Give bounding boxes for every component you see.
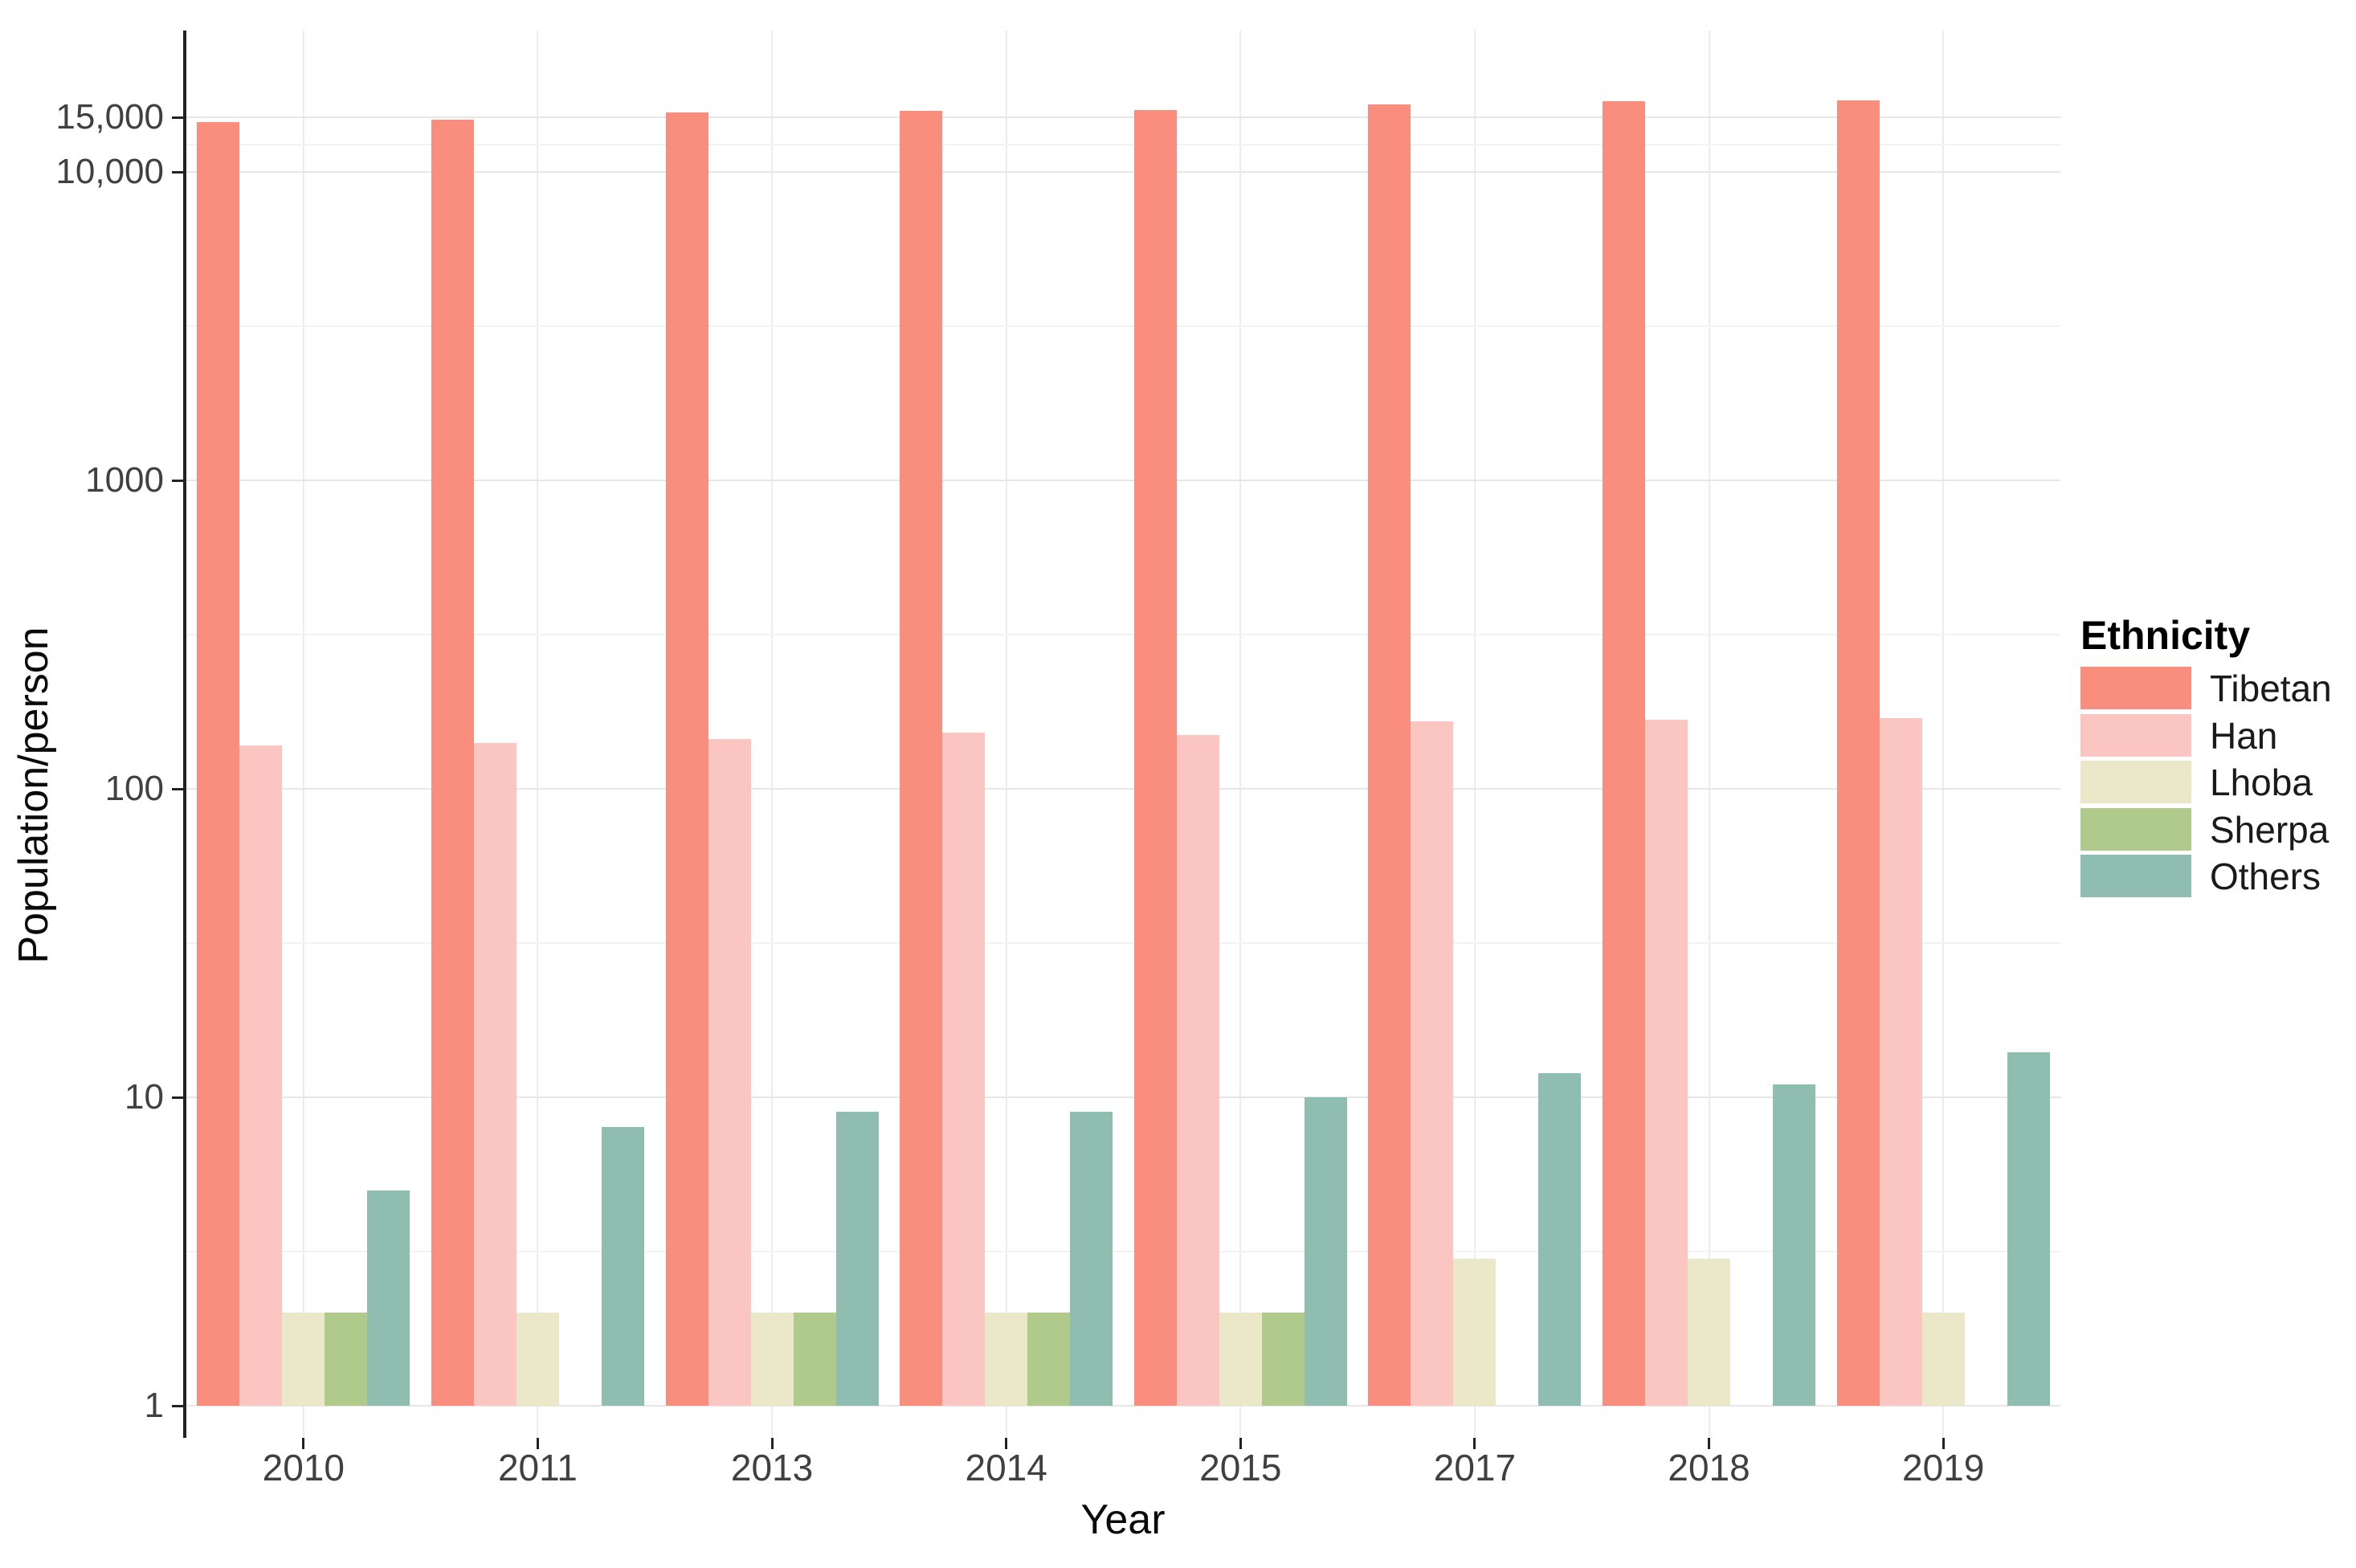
y-axis-title: Population/person [10, 627, 57, 964]
x-tick-label-2013: 2013 [730, 1447, 814, 1488]
y-axis-line [183, 31, 186, 1438]
y-tick-label-15000: 15,000 [55, 97, 164, 137]
bar-lhoba-2014 [985, 1313, 1028, 1406]
bar-tibetan-2011 [431, 119, 474, 1406]
bar-tibetan-2013 [665, 112, 708, 1406]
bar-han-2010 [239, 745, 283, 1406]
x-tick-mark-2010 [302, 1438, 305, 1449]
y-tick-label-1000: 1000 [85, 460, 164, 500]
v-gridline-2013 [771, 31, 774, 1438]
y-minor-gridline-3162 [186, 325, 2060, 327]
bar-tibetan-2018 [1603, 101, 1646, 1406]
y-tick-label-100: 100 [104, 769, 164, 808]
x-axis-title: Year [1080, 1497, 1166, 1543]
bar-lhoba-2019 [1921, 1313, 1965, 1406]
bar-others-2018 [1773, 1084, 1816, 1406]
bar-others-2017 [1538, 1072, 1582, 1406]
legend-swatch-lhoba [2080, 761, 2191, 804]
y-major-gridline-1 [186, 1405, 2060, 1407]
bar-han-2013 [708, 739, 751, 1406]
legend-title: Ethnicity [2080, 613, 2251, 658]
legend-label-han: Han [2210, 714, 2278, 757]
bar-others-2010 [367, 1190, 410, 1406]
bar-others-2013 [835, 1111, 879, 1406]
bar-han-2011 [473, 742, 517, 1406]
bar-others-2014 [1070, 1111, 1113, 1406]
bar-sherpa-2014 [1027, 1313, 1071, 1406]
y-minor-gridline-32 [186, 942, 2060, 944]
bar-lhoba-2010 [282, 1313, 325, 1406]
y-major-gridline-10 [186, 1096, 2060, 1098]
bar-han-2014 [942, 733, 986, 1406]
v-gridline-2017 [1473, 31, 1476, 1438]
bar-han-2017 [1411, 721, 1454, 1406]
x-tick-label-2014: 2014 [965, 1447, 1047, 1488]
legend-label-lhoba: Lhoba [2210, 762, 2313, 804]
bar-sherpa-2015 [1261, 1313, 1305, 1406]
y-major-gridline-1000 [186, 480, 2060, 481]
x-tick-mark-2019 [1942, 1438, 1945, 1449]
bar-tibetan-2014 [900, 110, 943, 1406]
bar-tibetan-2010 [197, 122, 240, 1406]
bar-lhoba-2017 [1453, 1258, 1496, 1406]
y-tick-mark-1000 [172, 479, 185, 482]
y-minor-gridline-316 [186, 634, 2060, 635]
y-minor-gridline-3 [186, 1251, 2060, 1252]
bar-han-2019 [1879, 717, 1922, 1406]
y-tick-label-10000: 10,000 [55, 152, 164, 191]
bar-sherpa-2013 [793, 1313, 836, 1406]
bar-tibetan-2015 [1133, 109, 1177, 1406]
x-tick-mark-2014 [1005, 1438, 1008, 1449]
y-tick-mark-15000 [172, 116, 185, 119]
y-major-gridline-15000 [186, 116, 2060, 119]
bar-tibetan-2019 [1836, 100, 1880, 1406]
x-tick-label-2019: 2019 [1902, 1447, 1985, 1488]
y-minor-gridline-12247 [186, 144, 2060, 146]
bar-sherpa-2010 [325, 1313, 368, 1406]
x-tick-label-2011: 2011 [497, 1447, 578, 1488]
x-tick-label-2017: 2017 [1433, 1447, 1517, 1488]
x-tick-label-2015: 2015 [1199, 1447, 1282, 1488]
x-tick-mark-2017 [1473, 1438, 1476, 1449]
y-tick-mark-100 [172, 787, 185, 790]
y-tick-mark-10 [172, 1096, 185, 1099]
bar-others-2019 [2007, 1051, 2050, 1406]
v-gridline-2014 [1005, 31, 1007, 1438]
legend-swatch-tibetan [2080, 667, 2191, 709]
y-major-gridline-100 [186, 788, 2060, 790]
legend-swatch-han [2080, 713, 2191, 757]
legend-label-others: Others [2210, 855, 2321, 898]
x-tick-mark-2015 [1239, 1438, 1242, 1449]
bar-others-2011 [601, 1127, 644, 1406]
v-gridline-2019 [1942, 31, 1945, 1438]
bar-han-2015 [1176, 735, 1219, 1406]
x-tick-mark-2013 [770, 1438, 774, 1449]
y-tick-label-1: 1 [144, 1386, 164, 1425]
bar-others-2015 [1304, 1097, 1347, 1406]
x-tick-label-2010: 2010 [262, 1447, 345, 1488]
x-tick-mark-2011 [536, 1438, 539, 1449]
legend-label-tibetan: Tibetan [2210, 668, 2332, 709]
v-gridline-2010 [302, 31, 304, 1438]
bar-lhoba-2018 [1688, 1258, 1731, 1406]
legend-swatch-sherpa [2080, 807, 2191, 851]
y-tick-label-10: 10 [125, 1077, 164, 1117]
bar-lhoba-2015 [1219, 1313, 1262, 1406]
bar-han-2018 [1645, 720, 1688, 1406]
bar-lhoba-2013 [750, 1313, 794, 1406]
x-tick-mark-2018 [1708, 1438, 1711, 1449]
legend-swatch-others [2080, 855, 2191, 898]
v-gridline-2018 [1708, 31, 1710, 1438]
legend-label-sherpa: Sherpa [2210, 808, 2329, 851]
x-tick-label-2018: 2018 [1668, 1447, 1750, 1488]
v-gridline-2015 [1239, 31, 1242, 1438]
bar-lhoba-2011 [516, 1313, 559, 1406]
v-gridline-2011 [537, 31, 539, 1438]
y-tick-mark-1 [172, 1404, 185, 1407]
bar-tibetan-2017 [1368, 104, 1411, 1406]
y-tick-mark-10000 [172, 170, 185, 174]
y-major-gridline-10000 [186, 171, 2060, 173]
